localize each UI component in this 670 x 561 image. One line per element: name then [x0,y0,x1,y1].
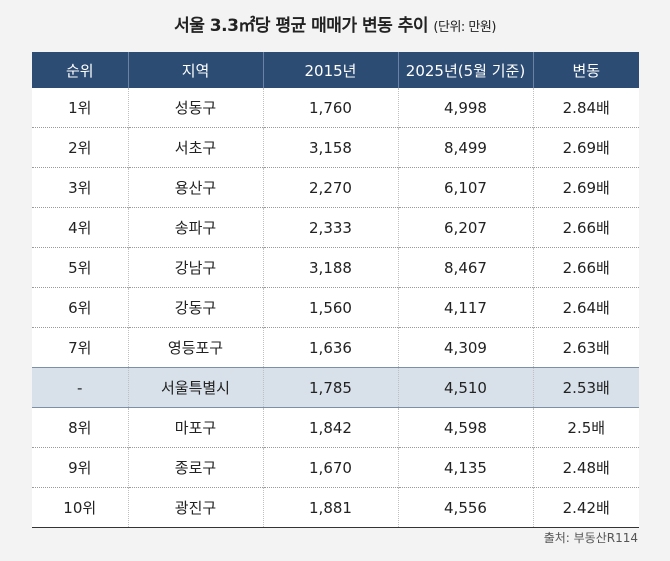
cell-rank: 10위 [32,487,128,528]
table-row: 5위 강남구 3,188 8,467 2.66배 [32,247,639,288]
cell-price-2015: 2,270 [262,167,398,208]
cell-price-2025: 4,598 [397,407,533,448]
cell-region: 광진구 [127,487,263,528]
table-row: 3위 용산구 2,270 6,107 2.69배 [32,167,639,208]
table-row: 8위 마포구 1,842 4,598 2.5배 [32,407,639,448]
header-rank: 순위 [32,52,128,88]
cell-change: 2.66배 [532,207,639,248]
cell-rank: 8위 [32,407,128,448]
cell-price-2015: 1,636 [262,327,398,368]
price-table: 순위 지역 2015년 2025년(5월 기준) 변동 1위 성동구 1,760 4,… [32,52,639,528]
unit-label: (단위: 만원) [433,20,496,35]
header-2025: 2025년(5월 기준) [397,52,533,88]
cell-price-2025: 8,467 [397,247,533,288]
cell-price-2025: 4,556 [397,487,533,528]
cell-change: 2.66배 [532,247,639,288]
cell-price-2025: 6,207 [397,207,533,248]
cell-region: 영등포구 [127,327,263,368]
cell-price-2015: 3,188 [262,247,398,288]
table-row: 4위 송파구 2,333 6,207 2.66배 [32,207,639,248]
table-row: 2위 서초구 3,158 8,499 2.69배 [32,127,639,168]
cell-rank: 3위 [32,167,128,208]
cell-rank: 7위 [32,327,128,368]
cell-price-2015: 1,560 [262,287,398,328]
table-body: 1위 성동구 1,760 4,998 2.84배 2위 서초구 3,158 8,499 2.69배… [32,88,639,528]
cell-region: 서울특별시 [127,367,263,408]
page-title: 서울 3.3㎡당 평균 매매가 변동 추이 (단위: 만원) [0,11,670,36]
cell-change: 2.69배 [532,127,639,168]
cell-region: 서초구 [127,127,263,168]
cell-price-2025: 4,998 [397,88,533,128]
cell-change: 2.53배 [532,367,639,408]
table-row-seoul-average: - 서울특별시 1,785 4,510 2.53배 [32,367,639,408]
cell-price-2015: 2,333 [262,207,398,248]
cell-price-2025: 4,117 [397,287,533,328]
cell-price-2015: 1,881 [262,487,398,528]
cell-price-2025: 6,107 [397,167,533,208]
cell-price-2015: 1,785 [262,367,398,408]
cell-rank: 5위 [32,247,128,288]
header-2015: 2015년 [262,52,398,88]
cell-change: 2.69배 [532,167,639,208]
cell-price-2025: 4,135 [397,447,533,488]
cell-price-2025: 8,499 [397,127,533,168]
table-row: 1위 성동구 1,760 4,998 2.84배 [32,88,639,128]
table-header-row: 순위 지역 2015년 2025년(5월 기준) 변동 [32,52,639,88]
cell-rank: 9위 [32,447,128,488]
cell-price-2025: 4,510 [397,367,533,408]
cell-price-2025: 4,309 [397,327,533,368]
table-row: 9위 종로구 1,670 4,135 2.48배 [32,447,639,488]
cell-region: 송파구 [127,207,263,248]
cell-change: 2.63배 [532,327,639,368]
cell-price-2015: 1,670 [262,447,398,488]
cell-rank: 6위 [32,287,128,328]
table-row: 6위 강동구 1,560 4,117 2.64배 [32,287,639,328]
cell-price-2015: 1,842 [262,407,398,448]
title-text: 서울 3.3㎡당 평균 매매가 변동 추이 [174,16,428,36]
cell-rank: 1위 [32,88,128,128]
cell-rank: 2위 [32,127,128,168]
cell-region: 용산구 [127,167,263,208]
table-row: 7위 영등포구 1,636 4,309 2.63배 [32,327,639,368]
cell-region: 성동구 [127,88,263,128]
table-row: 10위 광진구 1,881 4,556 2.42배 [32,487,639,528]
cell-rank: - [32,367,128,408]
cell-region: 마포구 [127,407,263,448]
cell-region: 강동구 [127,287,263,328]
cell-change: 2.48배 [532,447,639,488]
cell-rank: 4위 [32,207,128,248]
source-note: 출처: 부동산R114 [543,531,638,545]
cell-change: 2.5배 [532,407,639,448]
cell-price-2015: 3,158 [262,127,398,168]
cell-change: 2.84배 [532,88,639,128]
cell-change: 2.42배 [532,487,639,528]
cell-region: 종로구 [127,447,263,488]
cell-region: 강남구 [127,247,263,288]
cell-change: 2.64배 [532,287,639,328]
cell-price-2015: 1,760 [262,88,398,128]
header-region: 지역 [127,52,263,88]
header-change: 변동 [532,52,639,88]
